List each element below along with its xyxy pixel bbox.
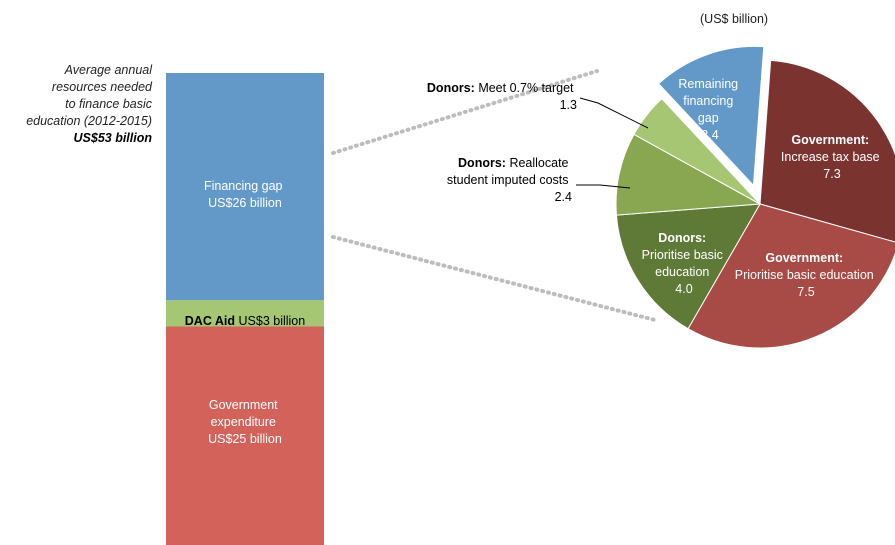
bar-label-financing-gap: Financing gap US$26 billion [204,179,286,210]
annotation-line-2: resources needed [51,80,152,94]
slice-label-gov-tax-base: Government: Increase tax base 7.3 [781,133,883,181]
bar-segment-financing-gap [166,73,324,301]
annotation-line-1: Average annual [64,63,152,77]
annotation-line-4: education (2012-2015) [26,114,152,128]
stacked-bar [166,73,324,545]
pie-slice-remaining-gap [653,42,768,194]
leader-line-donors-reallocate [576,184,631,189]
bar-segment-dac-aid [166,300,324,327]
leader-line-donors-target [579,97,649,129]
pie-slice-donors-prioritise [615,203,761,330]
pie-chart [615,42,895,349]
annotation-line-3: to finance basic [65,97,152,111]
slice-label-donors-reallocate: Donors: Reallocate student imputed costs… [447,156,572,204]
pie-slice-donors-target [633,97,761,205]
annotation-total: US$53 billion [73,131,153,145]
bar-label-government-expenditure: Government expenditure US$25 billion [208,398,282,446]
pie-slice-donors-reallocate [615,133,762,216]
connector-line-bottom [331,235,657,322]
unit-note: (US$ billion) [700,12,769,26]
pie-slice-gov-tax-base [759,59,895,243]
left-annotation: Average annual resources needed to finan… [10,62,152,147]
bar-segment-government-expenditure [166,326,324,545]
slice-label-donors-prioritise: Donors: Prioritise basic education 4.0 [642,231,727,296]
connector-line-top [331,69,599,155]
slice-label-remaining-gap: Remaining financing gap 3.4 [678,77,741,142]
bar-label-dac-aid: DAC Aid US$3 billion [185,314,305,328]
slice-label-gov-prioritise: Government: Prioritise basic education 7… [735,251,877,299]
slice-label-donors-target: Donors: Meet 0.7% target 1.3 [427,81,577,112]
